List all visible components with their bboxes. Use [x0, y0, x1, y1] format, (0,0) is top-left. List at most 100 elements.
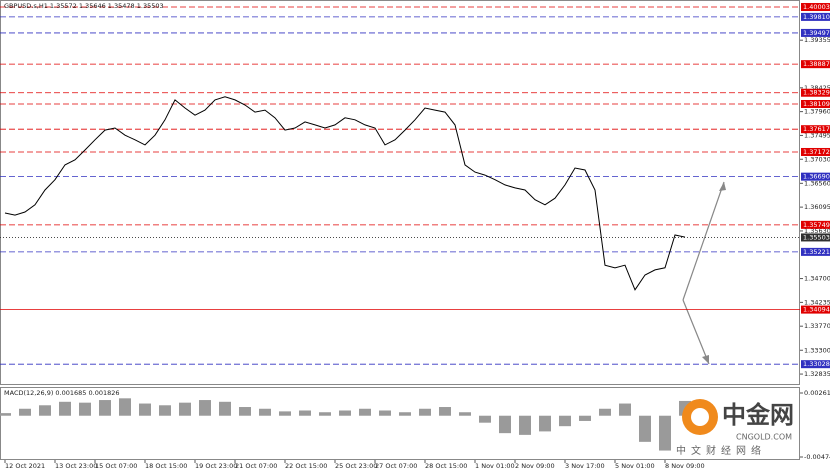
arrow-head — [702, 355, 709, 364]
macd-bar — [339, 410, 351, 416]
macd-bar — [59, 401, 71, 416]
macd-bar — [199, 400, 211, 416]
macd-bar — [279, 411, 291, 416]
projection-arrow — [682, 299, 710, 365]
x-tick-label: 8 Nov 09:00 — [665, 462, 705, 470]
chart-title: GBPUSD.s,H1 1.35572 1.35646 1.35478 1.35… — [4, 2, 164, 10]
level-box — [801, 100, 830, 109]
level-box — [801, 12, 830, 21]
x-tick-label: 13 Oct 23:00 — [55, 462, 97, 470]
macd-bar — [659, 415, 671, 451]
y-tick-label: 1.38425 — [804, 84, 830, 92]
y-tick-label: -0.00474 — [804, 453, 830, 461]
macd-bar — [139, 403, 151, 416]
macd-bar — [419, 408, 431, 416]
level-box — [801, 247, 830, 256]
macd-bar — [639, 415, 651, 442]
y-tick-label: 1.34235 — [804, 298, 830, 306]
level-box — [801, 305, 830, 314]
y-tick-label: 1.34700 — [804, 275, 830, 283]
level-label: 1.38329 — [803, 89, 830, 97]
level-label: 1.37617 — [803, 125, 830, 133]
y-tick-label: 1.36560 — [804, 179, 830, 187]
macd-bar — [159, 405, 171, 416]
macd-bar — [459, 412, 471, 416]
level-box — [801, 88, 830, 97]
macd-bar — [439, 407, 451, 416]
level-label: 1.33028 — [803, 360, 830, 368]
x-tick-label: 28 Oct 15:00 — [425, 462, 467, 470]
macd-bar — [0, 413, 11, 416]
macd-bar — [619, 403, 631, 416]
price-line — [4, 96, 686, 291]
macd-bar — [479, 415, 491, 423]
macd-bar — [599, 408, 611, 416]
macd-bar — [539, 415, 551, 432]
x-tick-label: 21 Oct 07:00 — [235, 462, 277, 470]
level-label: 1.35749 — [803, 221, 830, 229]
level-box — [801, 60, 830, 69]
macd-bar — [519, 415, 531, 435]
y-tick-label: 1.33300 — [804, 346, 830, 354]
projection-arrow — [682, 181, 725, 301]
y-tick-label: 0.00261 — [804, 389, 830, 397]
y-tick-label: 1.33770 — [804, 322, 830, 330]
level-label: 1.37172 — [803, 148, 830, 156]
macd-frame — [0, 387, 800, 460]
macd-title: MACD(12,26,9) 0.001685 0.001826 — [4, 389, 120, 397]
x-tick-label: 5 Nov 01:00 — [615, 462, 655, 470]
macd-bar — [79, 402, 91, 416]
level-label: 1.38887 — [803, 60, 830, 68]
level-box — [801, 3, 830, 12]
y-tick-label: 1.39355 — [804, 36, 830, 44]
x-tick-label: 2 Nov 09:00 — [515, 462, 555, 470]
x-tick-label: 22 Oct 15:00 — [285, 462, 327, 470]
macd-bar — [559, 415, 571, 427]
level-label: 1.40003 — [803, 3, 830, 11]
macd-bar — [359, 408, 371, 416]
macd-bar — [19, 408, 31, 416]
macd-bar — [119, 398, 131, 416]
y-tick-label: 1.37960 — [804, 108, 830, 116]
macd-bar — [499, 415, 511, 434]
y-tick-label: 1.37495 — [804, 131, 830, 139]
macd-bar — [299, 410, 311, 416]
level-box — [801, 28, 830, 37]
x-tick-label: 19 Oct 23:00 — [195, 462, 237, 470]
macd-bar — [219, 401, 231, 416]
x-tick-label: 27 Oct 07:00 — [375, 462, 417, 470]
price-frame — [0, 0, 800, 385]
level-box — [801, 147, 830, 156]
x-tick-label: 1 Nov 01:00 — [475, 462, 515, 470]
macd-bar — [259, 408, 271, 416]
macd-bar — [39, 405, 51, 416]
level-label: 1.39497 — [803, 29, 830, 37]
level-box — [801, 172, 830, 181]
level-label: 1.35503 — [803, 233, 830, 241]
watermark-site: CNGOLD.COM — [736, 433, 792, 442]
x-tick-label: 12 Oct 2021 — [5, 462, 45, 470]
level-label: 1.34094 — [803, 306, 830, 314]
level-label: 1.38109 — [803, 100, 830, 108]
macd-bar — [239, 407, 251, 416]
level-box — [801, 233, 830, 242]
arrow-head — [719, 182, 726, 191]
macd-bar — [579, 415, 591, 421]
macd-bar — [379, 410, 391, 416]
logo — [691, 408, 709, 426]
x-tick-label: 15 Oct 07:00 — [95, 462, 137, 470]
y-tick-label: 1.35630 — [804, 227, 830, 235]
macd-bar — [99, 400, 111, 416]
x-tick-label: 25 Oct 23:00 — [335, 462, 377, 470]
level-label: 1.36690 — [803, 173, 830, 181]
level-label: 1.35221 — [803, 248, 830, 256]
x-tick-label: 3 Nov 17:00 — [565, 462, 605, 470]
y-tick-label: 1.32835 — [804, 370, 830, 378]
macd-bar — [179, 402, 191, 416]
level-box — [801, 360, 830, 369]
level-label: 1.39810 — [803, 13, 830, 21]
y-tick-label: 1.36095 — [804, 203, 830, 211]
level-box — [801, 220, 830, 229]
